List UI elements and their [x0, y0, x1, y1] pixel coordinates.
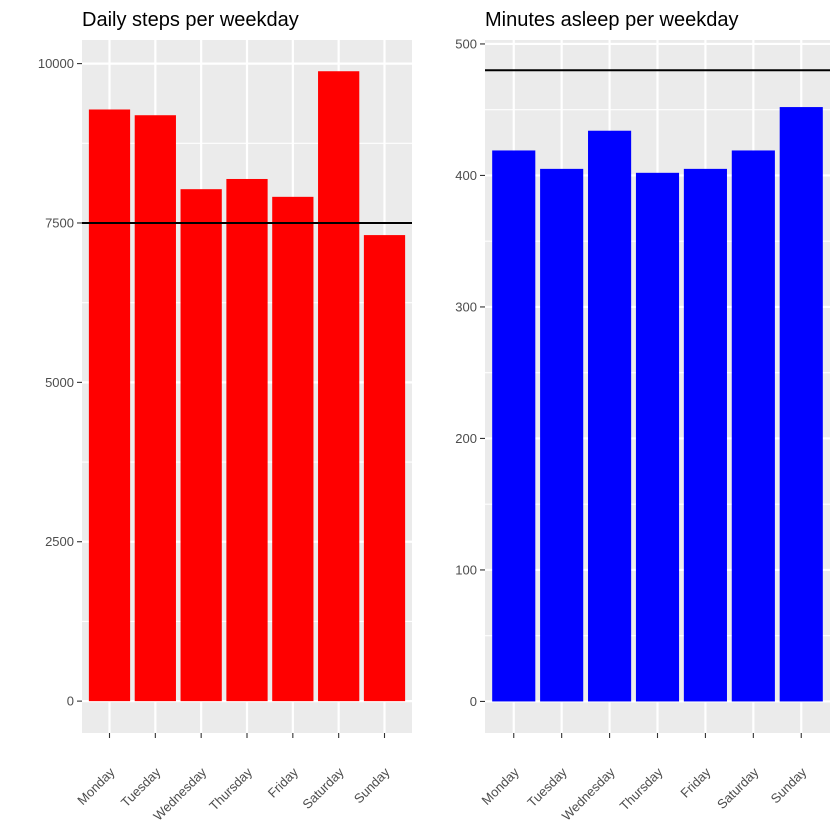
x-tick-label: Thursday — [206, 764, 255, 813]
sleep-chart: Minutes asleep per weekday 0 100 200 300 400… — [455, 9, 830, 824]
y-tick-label: 400 — [455, 168, 477, 183]
y-tick-label: 7500 — [45, 215, 74, 230]
x-tick-label: Sunday — [351, 764, 393, 806]
bar-monday — [492, 150, 536, 702]
bar-tuesday — [540, 168, 584, 702]
bar-wednesday — [588, 130, 632, 702]
x-tick-label: Saturday — [714, 764, 762, 812]
bar-wednesday — [180, 189, 222, 702]
x-tick-label: Sunday — [768, 764, 810, 806]
x-tick-label: Thursday — [617, 764, 666, 813]
x-tick-label: Tuesday — [118, 764, 164, 810]
bar-friday — [683, 168, 727, 702]
bar-tuesday — [134, 115, 176, 702]
y-tick-label: 300 — [455, 299, 477, 314]
bar-thursday — [635, 172, 680, 702]
x-tick-label: Friday — [677, 764, 713, 800]
y-tick-label: 10000 — [38, 56, 74, 71]
bar-friday — [272, 196, 314, 702]
y-tick-label: 2500 — [45, 534, 74, 549]
x-tick-label: Monday — [479, 764, 523, 808]
y-tick-label: 5000 — [45, 375, 74, 390]
bar-monday — [88, 109, 131, 702]
steps-chart: Daily steps per weekday 0 2500 5000 7500 100… — [38, 9, 412, 824]
chart-title: Daily steps per weekday — [82, 9, 299, 31]
bar-saturday — [731, 150, 775, 702]
y-tick-label: 100 — [455, 562, 477, 577]
bar-thursday — [226, 178, 268, 702]
y-tick-label: 0 — [67, 694, 74, 709]
bar-sunday — [363, 235, 406, 702]
chart-title: Minutes asleep per weekday — [485, 9, 738, 31]
x-tick-label: Saturday — [299, 764, 347, 812]
x-tick-label: Friday — [265, 764, 301, 800]
bar-sunday — [779, 107, 823, 702]
y-tick-label: 0 — [470, 694, 477, 709]
y-tick-label: 500 — [455, 36, 477, 51]
y-tick-label: 200 — [455, 431, 477, 446]
bar-saturday — [318, 71, 360, 702]
x-tick-label: Monday — [74, 764, 118, 808]
x-tick-label: Tuesday — [524, 764, 570, 810]
